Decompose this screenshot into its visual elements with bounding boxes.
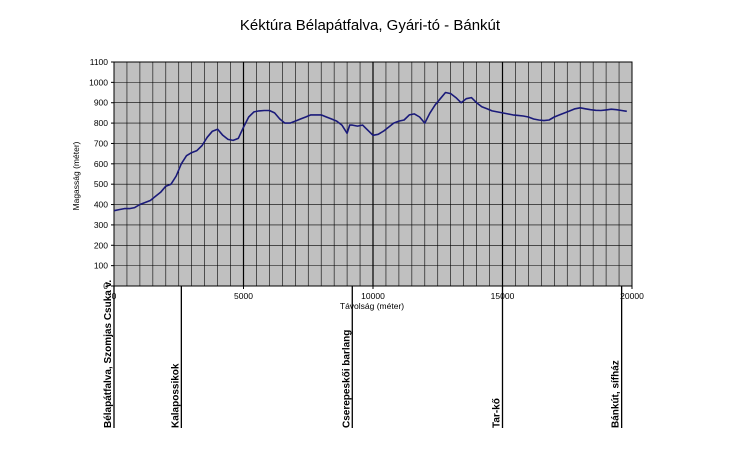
x-tick-label: 5000	[234, 291, 253, 301]
y-tick-label: 900	[94, 98, 108, 108]
waypoint-label: Tar-kő	[492, 398, 503, 428]
y-tick-label: 500	[94, 179, 108, 189]
waypoint-label: Cserepeskői barlang	[341, 330, 352, 428]
y-tick-label: 400	[94, 200, 108, 210]
x-tick-label: 20000	[620, 291, 644, 301]
elevation-line	[113, 91, 627, 212]
waypoint-label: Kalapossikok	[170, 363, 181, 428]
y-tick-label: 1000	[89, 77, 108, 87]
waypoint-markers: Bélapátfalva, Szomjas Csuka v. Kalapossik…	[103, 280, 623, 428]
x-tick-label: 10000	[361, 291, 385, 301]
y-tick-label: 1100	[90, 57, 109, 67]
chart-title: Kéktúra Bélapátfalva, Gyári-tó - Bánkút	[240, 17, 501, 34]
y-axis-label: Magasság (méter)	[71, 141, 81, 210]
plot-area	[113, 61, 633, 287]
y-tick-label: 100	[94, 261, 108, 271]
x-axis-label: Távolság (méter)	[340, 301, 404, 311]
waypoint-label: Bélapátfalva, Szomjas Csuka v.	[103, 280, 114, 428]
y-tick-label: 200	[94, 240, 108, 250]
y-tick-label: 600	[94, 159, 108, 169]
y-tick-label: 0	[103, 281, 108, 291]
waypoint-label: Bánkút, sífház	[611, 360, 622, 428]
y-axis: 0 100 200 300 400 500 600 700 800 900 1000 1100	[89, 57, 114, 291]
y-tick-label: 300	[94, 220, 108, 230]
y-tick-label: 800	[94, 118, 108, 128]
x-axis: 05000100001500020000	[112, 286, 644, 301]
y-tick-label: 700	[94, 138, 108, 148]
